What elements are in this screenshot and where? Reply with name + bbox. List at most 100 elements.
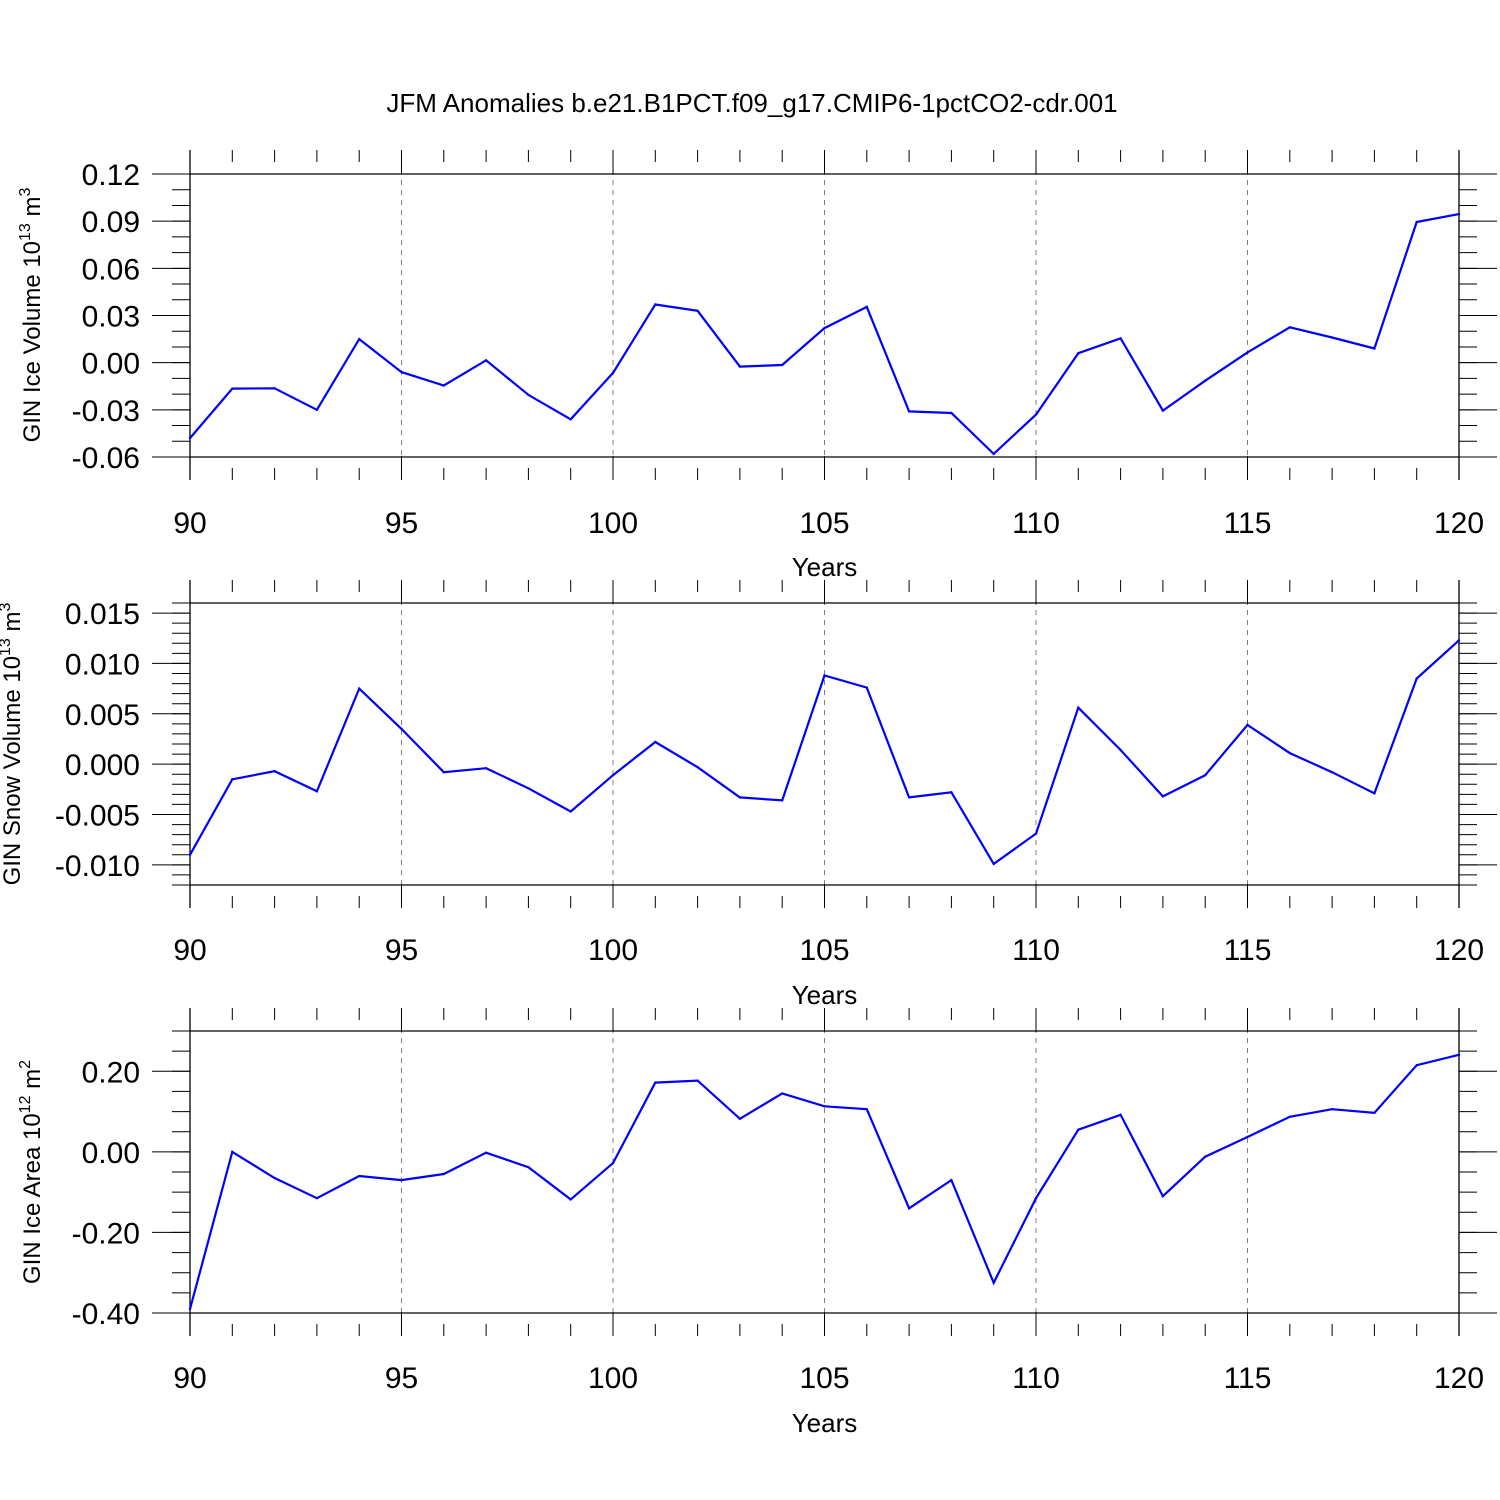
x-tick-label: 95: [385, 934, 418, 967]
data-point: [527, 393, 530, 397]
data-point: [442, 384, 445, 387]
data-point: [1330, 336, 1334, 339]
data-point: [823, 674, 826, 677]
x-tick-label: 100: [588, 1362, 638, 1395]
y-tick-label: 0.12: [82, 159, 140, 192]
data-point: [1246, 351, 1249, 354]
data-point: [273, 769, 276, 773]
x-tick-label: 95: [385, 1362, 418, 1395]
data-point: [823, 1105, 826, 1108]
x-tick-label: 90: [173, 934, 206, 967]
data-point: [1204, 379, 1207, 382]
data-point: [696, 309, 699, 312]
data-point: [315, 1196, 319, 1200]
data-point: [950, 411, 953, 415]
data-point: [781, 363, 784, 367]
x-tick-label: 90: [173, 507, 206, 540]
data-point: [1119, 1113, 1122, 1116]
data-point: [315, 790, 319, 793]
y-tick-label: -0.005: [55, 800, 140, 833]
y-tick-label: -0.20: [72, 1217, 140, 1250]
y-tick-label: 0.000: [65, 749, 140, 782]
data-point: [1330, 1107, 1334, 1111]
x-tick-label: 105: [799, 934, 849, 967]
y-tick-label: 0.09: [82, 206, 140, 239]
data-point: [1288, 751, 1292, 755]
data-point: [611, 774, 615, 777]
y-tick-label: -0.03: [72, 395, 140, 428]
data-point: [865, 305, 868, 309]
data-point: [865, 1107, 868, 1111]
x-tick-label: 120: [1434, 934, 1484, 967]
y-tick-label: -0.010: [55, 850, 140, 883]
data-point: [273, 387, 276, 390]
data-point: [992, 1281, 995, 1284]
data-point: [950, 791, 953, 794]
data-point: [273, 1176, 276, 1180]
data-point: [1330, 771, 1334, 774]
data-point: [1373, 792, 1376, 795]
data-point: [1415, 1064, 1418, 1067]
data-point: [358, 687, 361, 690]
data-point: [654, 740, 657, 744]
x-tick-label: 115: [1224, 1362, 1272, 1395]
data-point: [865, 686, 868, 689]
data-point: [188, 436, 192, 440]
data-point: [907, 1207, 911, 1210]
x-axis-label: Years: [792, 1408, 858, 1438]
data-point: [1246, 723, 1249, 727]
data-point: [188, 853, 192, 856]
x-tick-label: 90: [173, 1362, 206, 1395]
data-point: [1415, 220, 1418, 224]
data-point: [950, 1178, 953, 1182]
y-tick-label: 0.20: [82, 1056, 140, 1089]
data-point: [654, 303, 657, 306]
data-point: [484, 1151, 488, 1154]
data-point: [907, 796, 911, 799]
x-tick-label: 110: [1012, 1362, 1060, 1395]
y-axis-label: GIN Ice Volume 1013 m3: [17, 188, 46, 443]
y-tick-label: -0.06: [72, 442, 140, 475]
data-point: [1161, 1194, 1165, 1198]
y-tick-label: 0.00: [82, 1137, 140, 1170]
y-tick-label: 0.015: [65, 598, 140, 631]
data-point: [1034, 1196, 1038, 1200]
data-point: [527, 787, 530, 790]
data-point: [231, 778, 234, 781]
data-point: [1034, 832, 1038, 835]
x-tick-label: 120: [1434, 507, 1484, 540]
data-point: [442, 1172, 445, 1176]
x-tick-label: 115: [1224, 934, 1272, 967]
panel-3: -0.40 -0.20 0.00 0.20 90 95 100 105 110 115 120 Yea…: [17, 1008, 1497, 1438]
x-tick-label: 100: [588, 934, 638, 967]
panel-1: -0.06 -0.03 0.00 0.03 0.06 0.09 0.12 90 95 100 105…: [17, 150, 1497, 582]
data-point: [1415, 677, 1418, 680]
data-point: [781, 799, 784, 802]
data-point: [188, 1307, 192, 1311]
data-point: [1077, 1128, 1080, 1131]
x-tick-label: 120: [1434, 1362, 1484, 1395]
data-point: [738, 1117, 742, 1121]
data-point: [1077, 706, 1080, 709]
y-tick-label: 0.06: [82, 253, 140, 286]
data-point: [611, 371, 615, 375]
data-point: [654, 1081, 657, 1084]
data-point: [358, 1174, 361, 1178]
data-point: [1204, 1155, 1207, 1158]
x-tick-label: 105: [799, 507, 849, 540]
x-tick-label: 110: [1012, 934, 1060, 967]
y-tick-label: -0.40: [72, 1298, 140, 1331]
data-point: [1457, 212, 1461, 216]
x-axis-label: Years: [792, 552, 858, 582]
data-point: [781, 1092, 784, 1095]
data-point: [1373, 1111, 1376, 1114]
data-point: [738, 796, 742, 799]
data-point: [992, 862, 995, 866]
data-point: [1119, 337, 1122, 340]
data-point: [1077, 352, 1080, 355]
y-axis-label: GIN Snow Volume 1013 m3: [0, 602, 26, 885]
panel-2: -0.010 -0.005 0.000 0.005 0.010 0.015 90 95 100 1…: [0, 580, 1497, 1010]
data-point: [611, 1161, 615, 1165]
data-point: [738, 365, 742, 368]
y-tick-label: 0.005: [65, 699, 140, 732]
